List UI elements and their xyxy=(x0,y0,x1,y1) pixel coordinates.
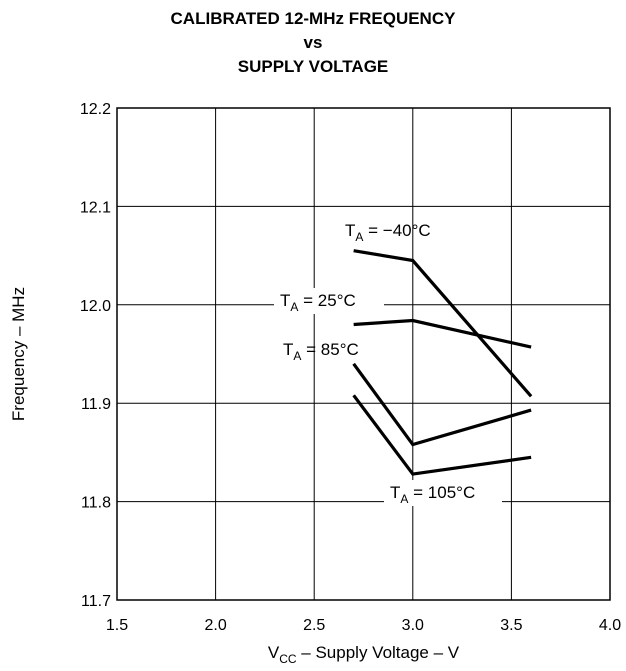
series-label-background xyxy=(274,288,384,314)
x-axis-label: VCC – Supply Voltage – V xyxy=(268,643,460,666)
y-axis-label: Frequency – MHz xyxy=(9,287,28,421)
series-line-3 xyxy=(352,362,532,447)
x-tick-label: 4.0 xyxy=(599,617,621,634)
series-line-2 xyxy=(353,318,532,349)
chart-title-line-2: vs xyxy=(303,33,323,52)
plot-frame xyxy=(116,107,611,601)
y-tick-label: 12.1 xyxy=(80,199,111,216)
chart-title-line-3: SUPPLY VOLTAGE xyxy=(237,57,389,76)
series-line-1 xyxy=(353,249,533,398)
y-tick-label: 12.2 xyxy=(80,101,111,118)
y-tick-label: 11.8 xyxy=(81,495,111,512)
y-tick-label: 11.9 xyxy=(81,396,111,413)
x-tick-label: 2.5 xyxy=(303,617,325,634)
series-label-1: TA = −40°C xyxy=(345,221,431,244)
chart-title-line-1: CALIBRATED 12-MHz FREQUENCY xyxy=(170,9,456,28)
series-label-background xyxy=(384,480,502,506)
series-label-4: TA = 105°C xyxy=(390,483,475,506)
series-line-4 xyxy=(352,394,532,476)
y-tick-label: 11.7 xyxy=(81,593,111,610)
y-tick-label: 12.0 xyxy=(80,298,111,315)
x-tick-label: 3.0 xyxy=(402,617,424,634)
x-tick-label: 1.5 xyxy=(106,617,128,634)
x-tick-label: 2.0 xyxy=(204,617,226,634)
series-label-3: TA = 85°C xyxy=(283,340,359,363)
series-label-2: TA = 25°C xyxy=(280,291,356,314)
x-tick-label: 3.5 xyxy=(500,617,522,634)
